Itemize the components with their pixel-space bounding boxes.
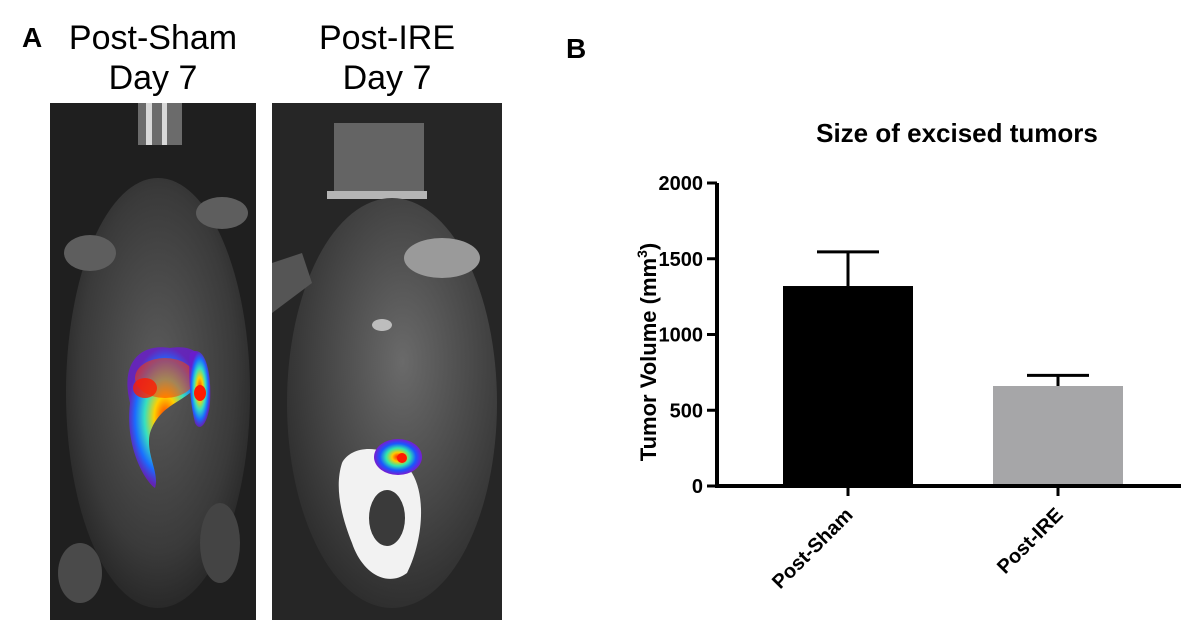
y-tick-label: 0 — [692, 476, 703, 498]
y-tick-label: 500 — [670, 400, 703, 422]
image-caption-post-sham: Post-Sham Day 7 — [50, 18, 256, 98]
y-tick-label: 1000 — [659, 325, 704, 347]
plot-area: 0 500 1000 1500 2000 Post-Sham Post-IRE — [659, 173, 1181, 593]
bar-chart: Size of excised tumors Tumor Volume (mm3… — [634, 118, 1181, 593]
bar-post-sham — [783, 286, 913, 486]
mouse-illustration-post-sham — [50, 103, 256, 620]
x-tick-label: Post-Sham — [768, 504, 857, 593]
chart-title: Size of excised tumors — [816, 118, 1098, 148]
image-caption-post-ire: Post-IRE Day 7 — [272, 18, 502, 98]
y-axis-label-superscript: 3 — [634, 250, 650, 258]
x-tick-label: Post-IRE — [993, 504, 1067, 578]
bioluminescence-image-post-ire — [272, 103, 502, 620]
y-axis-label-close: ) — [636, 243, 661, 250]
panel-a-letter: A — [22, 22, 43, 53]
bar-post-ire — [993, 386, 1123, 486]
image-caption-line2: Day 7 — [342, 59, 432, 97]
svg-text:Tumor Volume (mm3): Tumor Volume (mm3) — [634, 243, 661, 461]
image-caption-line1: Post-Sham — [68, 19, 238, 57]
image-caption-line1: Post-IRE — [318, 19, 456, 57]
mouse-illustration-post-ire — [272, 103, 502, 620]
y-tick-label: 1500 — [659, 249, 704, 271]
image-caption-line2: Day 7 — [108, 59, 198, 97]
y-axis-label: Tumor Volume (mm3) — [634, 243, 661, 461]
bioluminescence-image-post-sham — [50, 103, 256, 620]
panel-b-letter: B — [566, 33, 587, 64]
y-axis-label-main: Tumor Volume (mm — [636, 258, 661, 461]
y-tick-label: 2000 — [659, 173, 704, 195]
